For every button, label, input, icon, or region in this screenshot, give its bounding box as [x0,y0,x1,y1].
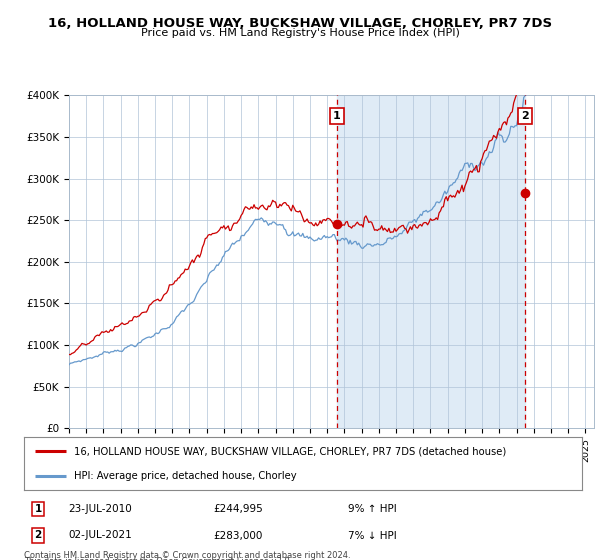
Text: 9% ↑ HPI: 9% ↑ HPI [347,504,397,514]
Text: 23-JUL-2010: 23-JUL-2010 [68,504,133,514]
Text: £244,995: £244,995 [214,504,263,514]
Text: 16, HOLLAND HOUSE WAY, BUCKSHAW VILLAGE, CHORLEY, PR7 7DS: 16, HOLLAND HOUSE WAY, BUCKSHAW VILLAGE,… [48,17,552,30]
Text: 7% ↓ HPI: 7% ↓ HPI [347,530,397,540]
Text: 16, HOLLAND HOUSE WAY, BUCKSHAW VILLAGE, CHORLEY, PR7 7DS (detached house): 16, HOLLAND HOUSE WAY, BUCKSHAW VILLAGE,… [74,446,506,456]
Text: 1: 1 [34,504,41,514]
Text: HPI: Average price, detached house, Chorley: HPI: Average price, detached house, Chor… [74,470,297,480]
Text: This data is licensed under the Open Government Licence v3.0.: This data is licensed under the Open Gov… [24,557,292,560]
Text: £283,000: £283,000 [214,530,263,540]
Text: Price paid vs. HM Land Registry's House Price Index (HPI): Price paid vs. HM Land Registry's House … [140,28,460,38]
Text: 1: 1 [333,111,341,121]
Text: Contains HM Land Registry data © Crown copyright and database right 2024.: Contains HM Land Registry data © Crown c… [24,551,350,560]
Text: 2: 2 [521,111,529,121]
Text: 2: 2 [34,530,41,540]
Bar [337,95,525,428]
Text: 02-JUL-2021: 02-JUL-2021 [68,530,133,540]
